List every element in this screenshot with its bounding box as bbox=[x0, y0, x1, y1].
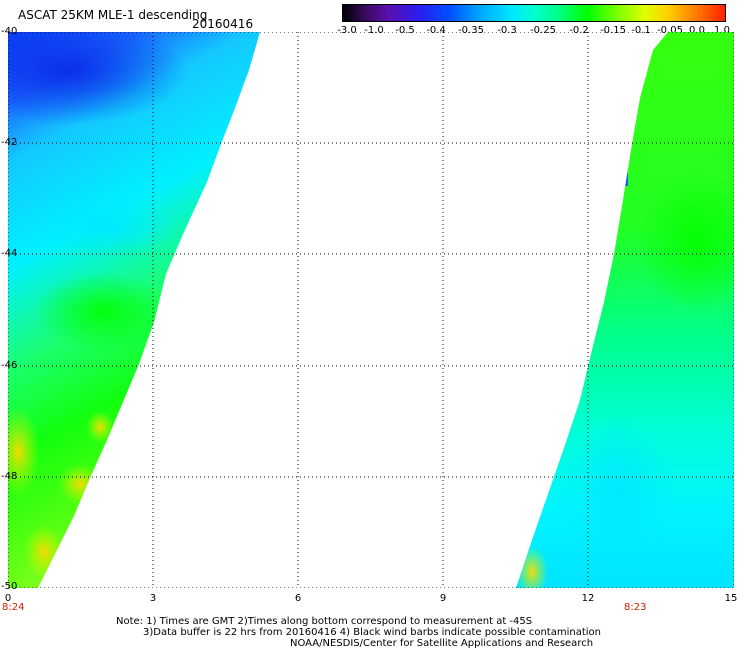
swath-map bbox=[8, 32, 734, 588]
chart-title: ASCAT 25KM MLE-1 descending bbox=[18, 8, 208, 22]
right-swath bbox=[516, 32, 734, 588]
footnote-credit: NOAA/NESDIS/Center for Satellite Applica… bbox=[290, 638, 594, 649]
colorbar-tick: -0.25 bbox=[530, 25, 556, 36]
y-tick-label: -42 bbox=[1, 137, 18, 148]
x-tick-label: 12 bbox=[581, 593, 595, 604]
x-tick-label: 6 bbox=[294, 593, 302, 604]
y-tick-label: -44 bbox=[1, 248, 18, 259]
left-swath bbox=[8, 32, 260, 588]
colorbar-tick: -0.1 bbox=[631, 25, 651, 36]
colorbar-tick: -0.2 bbox=[569, 25, 589, 36]
y-tick-label: -48 bbox=[1, 471, 18, 482]
x-tick-label: 15 bbox=[724, 593, 738, 604]
colorbar-tick: -0.35 bbox=[458, 25, 484, 36]
colorbar-tick: 0.0 bbox=[689, 25, 705, 36]
footnote-line-2: 3)Data buffer is 22 hrs from 20160416 4)… bbox=[143, 627, 601, 638]
colorbar-tick: -0.4 bbox=[426, 25, 446, 36]
colorbar-tick: -1.0 bbox=[364, 25, 384, 36]
chart-date: 20160416 bbox=[192, 17, 254, 31]
x-tick-label: 9 bbox=[439, 593, 447, 604]
colorbar-tick: -0.3 bbox=[497, 25, 517, 36]
y-tick-label: -40 bbox=[1, 26, 18, 37]
x-tick-label: 0 bbox=[4, 593, 12, 604]
pass-time-left: 8:24 bbox=[2, 602, 25, 613]
y-tick-label: -46 bbox=[1, 360, 18, 371]
colorbar-tick: -0.05 bbox=[657, 25, 683, 36]
colorbar-tick: -0.5 bbox=[395, 25, 415, 36]
colorbar-tick: -0.15 bbox=[600, 25, 626, 36]
colorbar-tick: -3.0 bbox=[337, 25, 357, 36]
y-tick-label: -50 bbox=[1, 581, 18, 592]
pass-time-right: 8:23 bbox=[624, 602, 647, 613]
color-scale-bar bbox=[342, 4, 726, 22]
x-tick-label: 3 bbox=[149, 593, 157, 604]
grid-lines bbox=[8, 32, 734, 588]
colorbar-tick: 1.0 bbox=[714, 25, 730, 36]
footnote-line-1: Note: 1) Times are GMT 2)Times along bot… bbox=[116, 616, 533, 627]
